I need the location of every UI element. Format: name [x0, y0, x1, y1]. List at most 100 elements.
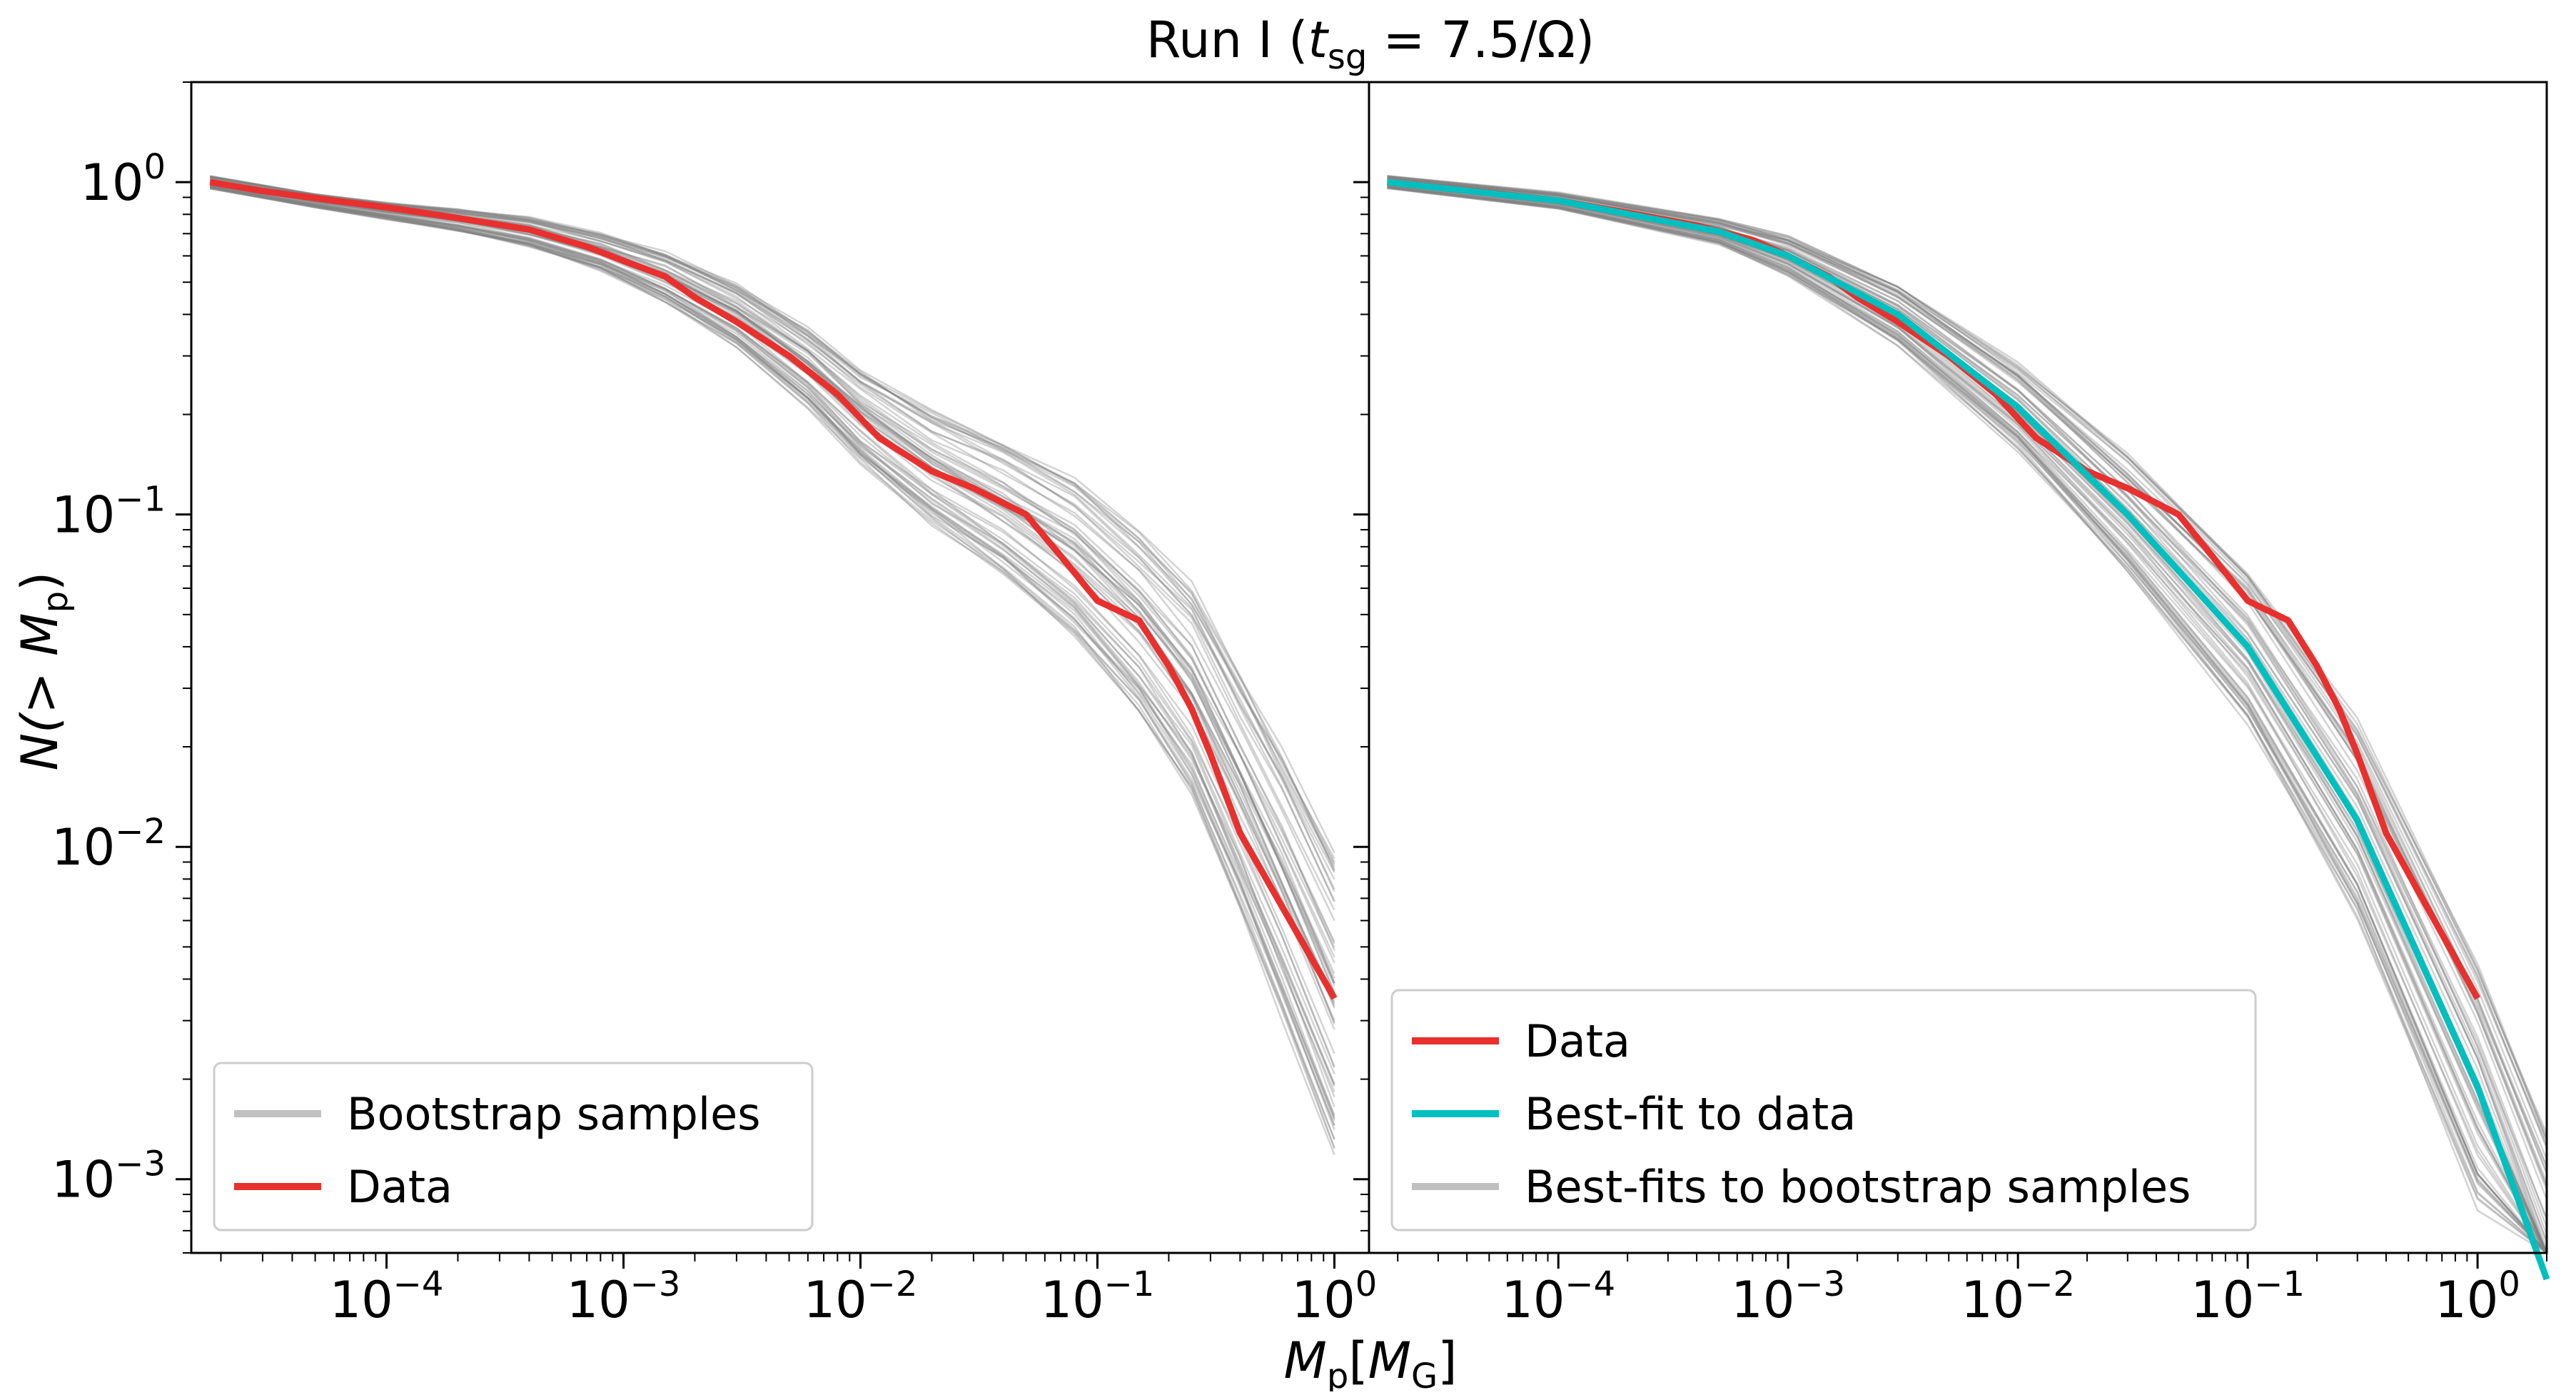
left-series-data: [209, 178, 1338, 1000]
left-ensemble-line: [210, 179, 1335, 964]
right-ensemble-line: [1387, 176, 2548, 1160]
right-ensemble-line: [1387, 175, 2548, 1147]
left-ensemble-line: [210, 187, 1335, 1140]
left-legend: Bootstrap samples Data: [213, 1062, 814, 1232]
right-ensemble-line: [1387, 183, 2548, 1254]
left-x-tick-label: 10−3: [567, 1264, 681, 1329]
right-ensemble-line: [1387, 185, 2547, 1254]
left-ensemble-line: [210, 175, 1335, 865]
left-ensemble-line: [210, 176, 1335, 872]
left-ensemble-line: [210, 176, 1335, 902]
left-ensemble-line: [210, 184, 1335, 1069]
left-panel: Bootstrap samples Data: [176, 81, 1370, 1269]
right-ensemble-line: [1387, 177, 2548, 1187]
right-ensemble-line: [1387, 187, 2547, 1254]
left-ensemble-line: [210, 187, 1335, 1140]
right-ensemble-line: [1387, 175, 2548, 1141]
left-x-axis-ticks: [220, 1253, 1335, 1269]
legend-label: Bootstrap samples: [347, 1088, 761, 1140]
right-plot-frame: [1368, 81, 2548, 1254]
left-ensemble-line: [210, 187, 1335, 1148]
legend-label: Data: [347, 1161, 453, 1213]
right-legend-box: [1390, 989, 2257, 1232]
chart-title: Run I (tsg = 7.5/Ω): [1146, 11, 1595, 77]
right-ensemble-line: [1387, 176, 2548, 1149]
left-x-tick-labels: 10−4 10−3 10−2 10−1 100: [330, 1264, 1378, 1329]
right-x-tick-labels: 10−4 10−3 10−2 10−1 100: [1501, 1264, 2520, 1329]
left-ensemble-line: [210, 181, 1335, 1007]
right-ensemble-line: [1387, 176, 2548, 1167]
left-ensemble-line: [210, 178, 1335, 921]
left-ensemble-line: [210, 184, 1335, 1074]
y-axis-label: N(> Mp): [11, 572, 76, 771]
left-ensemble-line: [210, 180, 1335, 979]
right-ensemble-line: [1387, 176, 2548, 1187]
left-series-lines: [209, 178, 1338, 1000]
right-ensemble-line: [1387, 186, 2547, 1254]
y-tick-label: 10−3: [51, 1144, 166, 1209]
right-ensemble-line: [1387, 186, 2547, 1254]
left-ensemble-line: [210, 185, 1335, 1085]
right-x-tick-label: 10−1: [2191, 1264, 2305, 1329]
right-y-axis-ticks: [1353, 81, 1369, 1254]
left-ensemble-line: [210, 186, 1335, 1119]
left-x-tick-label: 10−2: [804, 1264, 918, 1329]
left-ensemble-line: [210, 176, 1335, 880]
right-x-tick-label: 10−3: [1731, 1264, 1845, 1329]
left-x-tick-label: 10−4: [330, 1264, 444, 1329]
right-series-data: [1387, 178, 2481, 1000]
left-ensemble-line: [210, 187, 1335, 1156]
left-ensemble-line: [210, 186, 1335, 1117]
right-ensemble-line: [1387, 185, 2547, 1254]
left-ensemble-line: [210, 186, 1335, 1131]
left-ensemble-line: [210, 179, 1335, 948]
left-ensemble-line: [210, 186, 1335, 1121]
left-y-axis-ticks: [176, 81, 191, 1254]
left-ensemble-line: [210, 178, 1335, 951]
left-legend-box: [213, 1062, 814, 1232]
left-ensemble-line: [210, 176, 1335, 867]
legend-label: Data: [1525, 1015, 1630, 1067]
right-x-tick-label: 10−4: [1501, 1264, 1615, 1329]
left-ensemble-line: [210, 176, 1335, 863]
right-ensemble-line: [1387, 183, 2548, 1254]
right-ensemble-line: [1387, 187, 2547, 1254]
right-ensemble-line: [1387, 186, 2547, 1254]
left-ensemble-line: [210, 175, 1335, 854]
left-ensemble-line: [210, 185, 1335, 1087]
right-ensemble-line: [1387, 176, 2548, 1144]
left-ensemble-line: [210, 177, 1335, 911]
right-ensemble-line: [1387, 176, 2548, 1174]
left-ensemble-line: [210, 186, 1335, 1116]
left-ensemble-line: [210, 177, 1335, 902]
right-ensemble-line: [1387, 187, 2547, 1254]
right-ensemble-line: [1387, 186, 2547, 1254]
right-ensemble-line: [1387, 185, 2547, 1254]
y-tick-labels: 100 10−1 10−2 10−3: [51, 147, 166, 1209]
left-x-tick-label: 100: [1292, 1264, 1378, 1329]
left-ensemble-line: [210, 183, 1335, 1054]
left-ensemble-line: [210, 186, 1335, 1126]
left-ensemble-line: [210, 185, 1335, 1097]
y-tick-label: 10−1: [51, 480, 166, 545]
left-ensemble-line: [210, 175, 1335, 870]
left-ensemble-line: [210, 185, 1335, 1107]
left-ensemble-line: [210, 181, 1335, 987]
right-panel: Data Best-fit to data Best-fits to bootstr…: [1353, 81, 2550, 1281]
right-ensemble-line: [1387, 175, 2548, 1140]
left-x-tick-label: 10−1: [1041, 1264, 1155, 1329]
left-ensemble-line: [210, 176, 1335, 890]
right-series-best-fit-to-data: [1387, 178, 2550, 1281]
left-ensemble-line: [210, 181, 1335, 999]
right-x-tick-label: 100: [2435, 1264, 2520, 1329]
right-series-lines: [1387, 178, 2550, 1281]
y-tick-label: 100: [80, 147, 166, 212]
left-ensemble-line: [210, 176, 1335, 873]
left-ensemble-line: [210, 188, 1335, 1149]
right-ensemble-line: [1387, 183, 2548, 1254]
left-ensemble-line: [210, 175, 1335, 860]
right-ensemble-line: [1387, 184, 2548, 1254]
right-ensemble-line: [1387, 185, 2547, 1254]
